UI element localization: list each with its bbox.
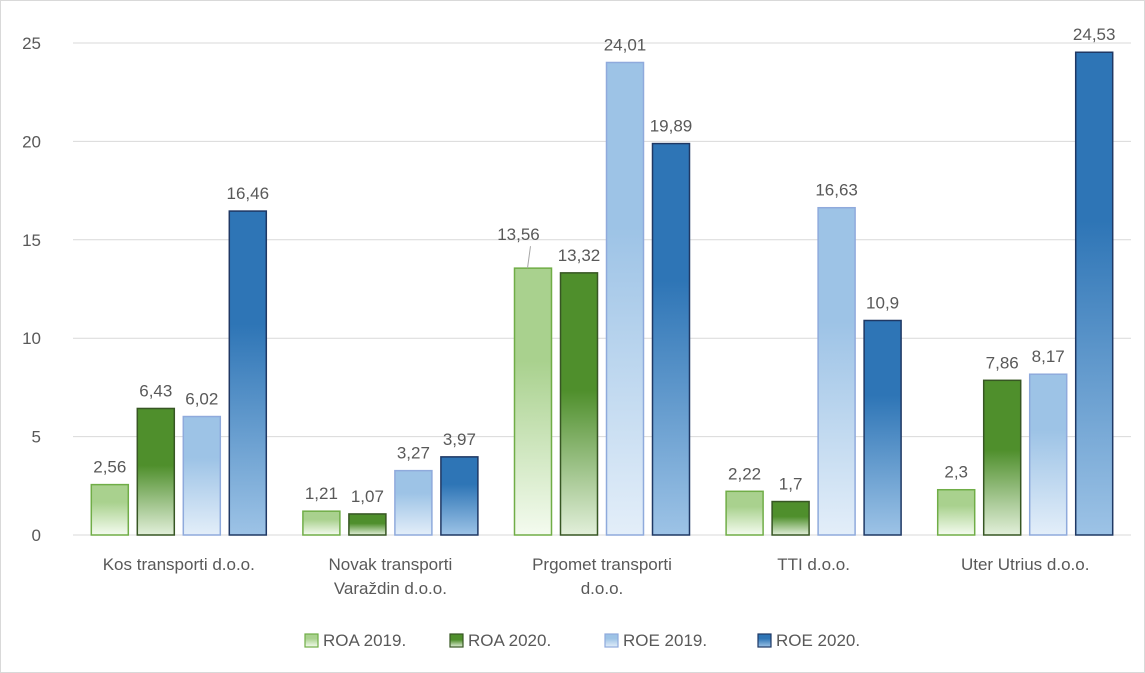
data-label: 2,56 [93, 458, 126, 477]
data-label-leader [527, 246, 531, 269]
bar [936, 488, 976, 536]
data-label: 8,17 [1032, 347, 1065, 366]
category-label: Kos transporti d.o.o. [103, 555, 255, 574]
data-label: 6,43 [139, 381, 172, 400]
bar [440, 456, 479, 536]
data-label: 2,22 [728, 464, 761, 483]
y-tick-label: 25 [22, 34, 41, 53]
data-label: 7,86 [986, 353, 1019, 372]
category-label: Uter Utrius d.o.o. [961, 555, 1090, 574]
legend-label: ROE 2020. [776, 631, 860, 650]
data-label: 24,01 [604, 35, 647, 54]
bar [394, 469, 433, 536]
y-tick-label: 5 [32, 428, 41, 447]
legend-swatch [449, 633, 464, 648]
y-tick-label: 10 [22, 329, 41, 348]
data-label: 13,56 [497, 225, 540, 244]
data-label: 10,9 [866, 293, 899, 312]
bar [771, 500, 810, 536]
bar [559, 272, 599, 536]
data-label: 2,3 [944, 463, 968, 482]
category-label: TTI d.o.o. [777, 555, 850, 574]
legend-swatch [304, 633, 319, 648]
bar [1028, 373, 1068, 536]
bar [605, 61, 645, 536]
legend-label: ROE 2019. [623, 631, 707, 650]
category-label: Novak transporti Varaždin d.o.o. [329, 555, 453, 598]
bar [1074, 51, 1114, 536]
legend-label: ROA 2020. [468, 631, 551, 650]
bar [982, 379, 1022, 536]
bar [136, 407, 176, 536]
bar [228, 210, 268, 536]
data-label: 1,07 [351, 487, 384, 506]
data-label: 3,27 [397, 444, 430, 463]
y-tick-label: 0 [32, 526, 41, 545]
bar [348, 513, 387, 536]
category-label: Prgomet transporti d.o.o. [532, 555, 672, 598]
legend-swatch [757, 633, 772, 648]
bar [182, 415, 222, 536]
bar [817, 206, 856, 536]
data-label: 16,63 [815, 181, 858, 200]
data-label: 6,02 [185, 390, 218, 409]
y-tick-label: 15 [22, 231, 41, 250]
data-label: 16,46 [227, 184, 270, 203]
data-label: 13,32 [558, 246, 601, 265]
bar [863, 319, 902, 536]
bar [651, 142, 691, 536]
data-label: 24,53 [1073, 25, 1116, 44]
y-tick-label: 20 [22, 132, 41, 151]
data-label: 3,97 [443, 430, 476, 449]
bar [90, 483, 130, 536]
legend-swatch [604, 633, 619, 648]
data-label: 19,89 [650, 117, 693, 136]
bar [513, 267, 553, 536]
bar [725, 490, 764, 536]
data-label: 1,7 [779, 475, 803, 494]
legend-label: ROA 2019. [323, 631, 406, 650]
data-label: 1,21 [305, 484, 338, 503]
bar [302, 510, 341, 536]
